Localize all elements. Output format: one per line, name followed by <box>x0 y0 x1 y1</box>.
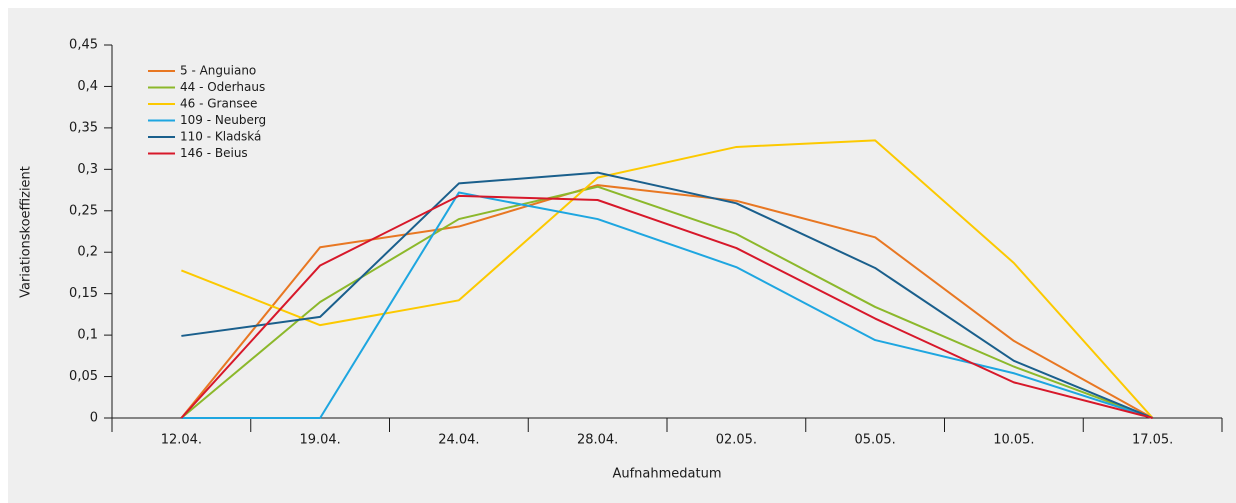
series-line <box>181 139 1154 419</box>
y-tick-label: 0,1 <box>77 328 98 343</box>
series-line <box>180 184 1154 419</box>
series-line <box>180 185 1153 419</box>
y-tick-label: 0,25 <box>69 203 98 218</box>
legend-label: 46 - Gransee <box>180 97 257 111</box>
y-axis-label: Variationskoeffizient <box>19 166 34 298</box>
series-line <box>181 191 1153 419</box>
x-tick-label: 28.04. <box>577 433 618 448</box>
series-line <box>181 171 1154 419</box>
x-tick-label: 24.04. <box>438 433 479 448</box>
y-tick-label: 0,35 <box>69 120 98 135</box>
y-tick-label: 0,15 <box>69 286 98 301</box>
y-tick-label: 0,2 <box>77 245 98 260</box>
x-tick-label: 12.04. <box>161 433 202 448</box>
legend-label: 109 - Neuberg <box>180 113 266 127</box>
y-tick-label: 0,05 <box>69 369 98 384</box>
legend-label: 5 - Anguiano <box>180 64 256 78</box>
x-tick-label: 05.05. <box>854 433 895 448</box>
x-tick-label: 17.05. <box>1132 433 1173 448</box>
legend-label: 44 - Oderhaus <box>180 80 265 94</box>
y-tick-label: 0,45 <box>69 38 98 53</box>
y-tick-label: 0 <box>90 411 98 426</box>
x-axis-label: Aufnahmedatum <box>612 467 721 482</box>
chart-background <box>8 8 1236 503</box>
y-tick-label: 0,4 <box>77 79 98 94</box>
y-tick-label: 0,3 <box>77 162 98 177</box>
legend-label: 110 - Kladská <box>180 130 261 144</box>
x-tick-label: 10.05. <box>993 433 1034 448</box>
legend-label: 146 - Beius <box>180 146 248 160</box>
series-line <box>180 194 1153 419</box>
x-tick-label: 19.04. <box>299 433 340 448</box>
x-tick-label: 02.05. <box>716 433 757 448</box>
